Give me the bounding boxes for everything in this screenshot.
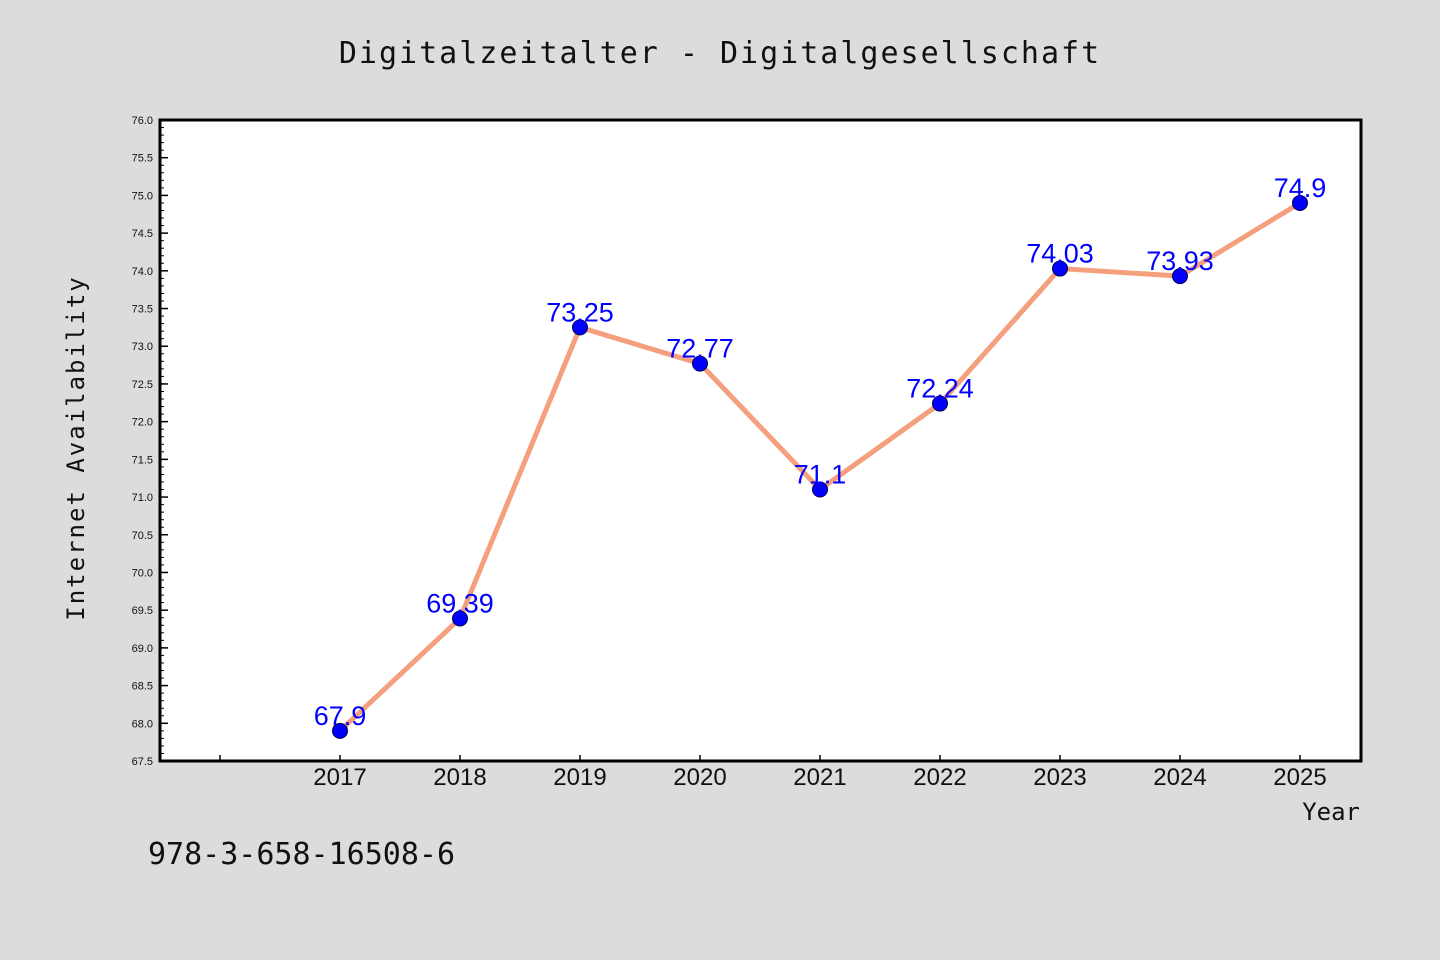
data-point-label: 71.1 xyxy=(794,460,847,490)
x-axis-ticks: 2017 2018 2019 2020 2021 2022 2023 2024 2025 xyxy=(219,755,1327,791)
y-tick-label: 73.0 xyxy=(132,341,153,353)
x-tick-label: 2017 xyxy=(313,764,366,791)
data-point-label: 69.39 xyxy=(426,588,494,618)
data-point-label: 72.77 xyxy=(666,334,734,364)
plot-area xyxy=(158,118,1363,763)
y-tick-label: 71.0 xyxy=(132,492,153,504)
data-point-label: 74.03 xyxy=(1026,239,1094,269)
y-tick-label: 74.0 xyxy=(132,266,153,278)
x-tick-label: 2023 xyxy=(1033,764,1086,791)
data-point-label: 73.25 xyxy=(546,297,614,327)
y-tick-label: 67.5 xyxy=(132,756,153,768)
y-tick-label: 68.5 xyxy=(132,681,153,693)
data-point-marker xyxy=(1292,194,1308,211)
y-tick-label: 72.0 xyxy=(132,417,153,429)
y-tick-label: 74.5 xyxy=(132,228,153,240)
data-point-label: 73.93 xyxy=(1146,246,1214,276)
footer-isbn: 978-3-658-16508-6 xyxy=(148,837,455,872)
y-tick-label: 69.5 xyxy=(132,605,153,617)
x-tick-label: 2018 xyxy=(433,764,486,791)
data-point-marker xyxy=(1172,268,1188,285)
x-tick-label: 2024 xyxy=(1153,764,1206,791)
data-point-marker xyxy=(1052,260,1068,277)
y-tick-label: 70.5 xyxy=(132,530,153,542)
y-tick-label: 68.0 xyxy=(132,718,153,730)
x-axis-label: Year xyxy=(1302,798,1360,826)
y-tick-label: 72.5 xyxy=(132,379,153,391)
data-point-marker xyxy=(812,481,828,498)
x-tick-label: 2020 xyxy=(673,764,726,791)
data-point-label: 72.24 xyxy=(906,374,974,404)
y-tick-label: 76.0 xyxy=(132,115,153,127)
data-point-label: 74.9 xyxy=(1274,173,1327,203)
x-tick-label: 2025 xyxy=(1273,764,1326,791)
chart-title: Digitalzeitalter - Digitalgesellschaft xyxy=(339,36,1101,71)
y-tick-label: 69.0 xyxy=(132,643,153,655)
y-axis-ticks: 67.5 68.0 68.5 69.0 69.5 70.0 70.5 71.0 71.5 72.0… xyxy=(132,115,168,768)
y-tick-label: 70.0 xyxy=(132,567,153,579)
x-tick-label: 2021 xyxy=(793,764,846,791)
data-point-label: 67.9 xyxy=(314,701,367,731)
data-point-marker xyxy=(572,319,588,336)
data-point-marker xyxy=(932,395,948,412)
y-tick-label: 75.5 xyxy=(132,153,153,165)
y-tick-label: 75.0 xyxy=(132,190,153,202)
series-group: 67.9 69.39 73.25 72.77 71.1 72.24 74.03 73.93 74… xyxy=(314,173,1327,739)
x-tick-label: 2019 xyxy=(553,764,606,791)
data-point-marker xyxy=(452,610,468,627)
y-tick-label: 73.5 xyxy=(132,304,153,316)
data-point-marker xyxy=(332,722,348,739)
y-tick-label: 71.5 xyxy=(132,454,153,466)
data-point-marker xyxy=(692,355,708,372)
y-axis-label: Internet Availability xyxy=(62,275,90,620)
x-tick-label: 2022 xyxy=(913,764,966,791)
